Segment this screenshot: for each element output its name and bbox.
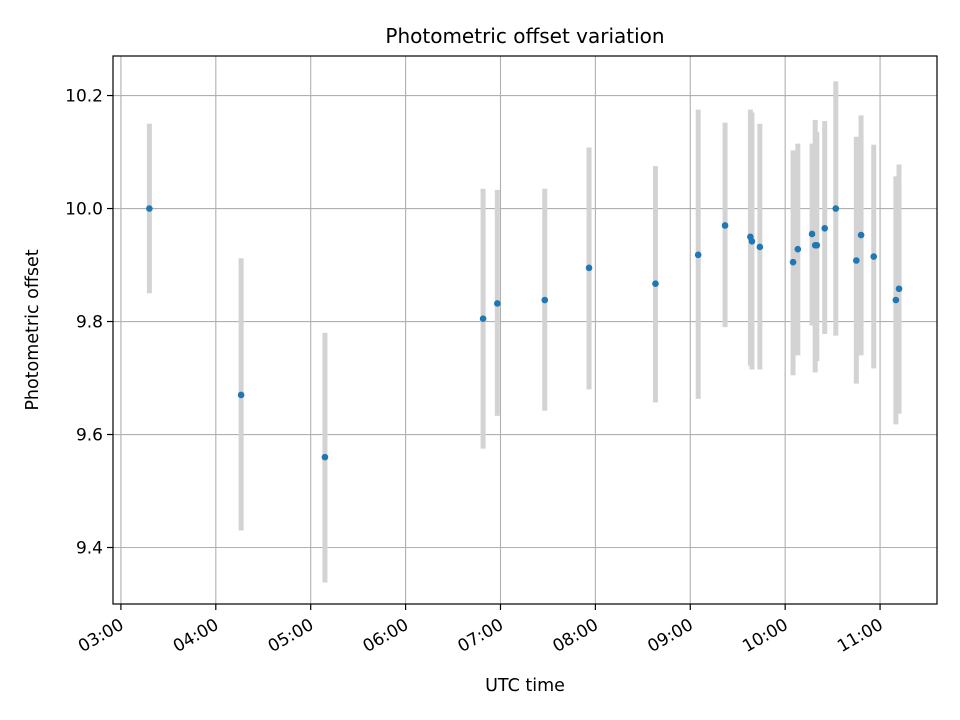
y-tick-label: 10.2 <box>65 87 103 107</box>
y-axis-label: Photometric offset <box>23 249 43 410</box>
data-point <box>479 315 487 323</box>
data-points <box>146 205 903 461</box>
data-point <box>721 222 729 229</box>
y-tick-label: 9.8 <box>76 313 103 333</box>
data-point <box>832 205 840 212</box>
data-point <box>857 231 865 239</box>
data-point <box>794 245 802 253</box>
data-point <box>853 257 860 264</box>
data-point <box>652 280 659 287</box>
data-point <box>146 205 153 212</box>
y-tick-label: 9.6 <box>76 426 103 446</box>
data-point <box>541 296 549 304</box>
data-point <box>321 453 329 461</box>
data-point <box>756 243 764 251</box>
data-point <box>494 300 501 307</box>
data-point <box>789 258 797 266</box>
chart-title: Photometric offset variation <box>385 24 664 48</box>
data-point <box>895 285 903 293</box>
grid <box>113 56 937 604</box>
y-tick-label: 9.4 <box>76 539 103 559</box>
y-axis-ticks: 9.4 9.6 9.8 10.0 10.2 <box>65 87 113 559</box>
data-point <box>821 225 829 232</box>
x-axis-label: UTC time <box>485 676 565 696</box>
data-point <box>237 391 245 399</box>
data-point <box>808 230 816 238</box>
data-point <box>748 238 756 245</box>
data-point <box>813 241 821 249</box>
y-tick-label: 10.0 <box>65 200 103 220</box>
data-point <box>585 264 593 272</box>
data-point <box>870 253 878 260</box>
data-point <box>694 251 702 259</box>
data-point <box>892 296 900 304</box>
plot-frame <box>112 55 938 605</box>
